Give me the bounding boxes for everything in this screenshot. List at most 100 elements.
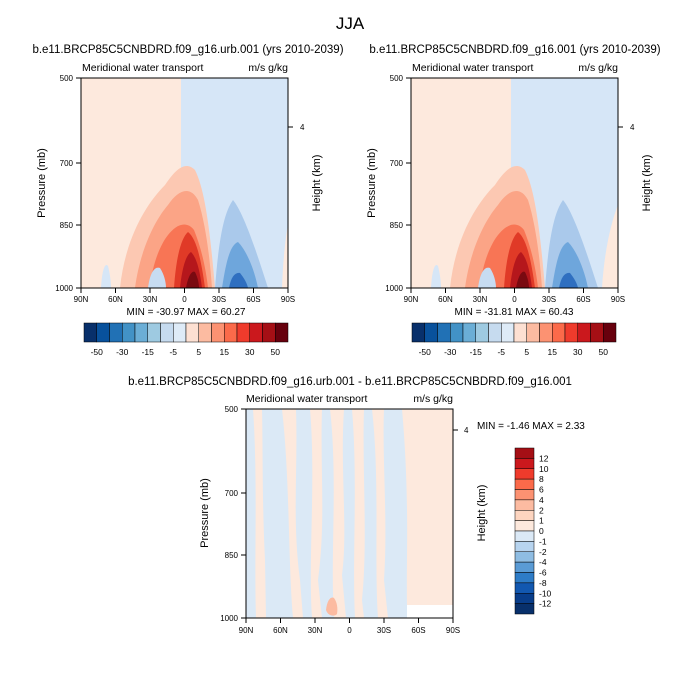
panel-ctl-xtick-label: 30S — [542, 295, 556, 304]
colorbar-ctl-swatch — [590, 322, 604, 343]
panel-ctl-field — [411, 78, 618, 288]
colorbar-diff-swatch — [514, 541, 535, 552]
panel-diff-pos-band-2 — [282, 409, 303, 618]
colorbar-urb-label: -5 — [169, 347, 177, 357]
panel-urb-title: b.e11.BRCP85C5CNBDRD.f09_g16.urb.001 (yr… — [32, 44, 343, 56]
panel-diff-pos-blob — [326, 597, 338, 616]
panel-diff-ytick-label: 500 — [225, 405, 239, 414]
panel-urb-ytick-label: 500 — [60, 74, 74, 83]
colorbar-ctl-swatch — [488, 322, 502, 343]
panel-urb-contour-neg-small — [148, 267, 166, 288]
panel-diff-pos-region-south — [402, 409, 453, 605]
colorbar-urb-label: 50 — [271, 347, 281, 357]
panel-ctl-ylabel: Pressure (mb) — [366, 148, 378, 218]
panel-ctl-contour-neg-small — [478, 267, 496, 288]
panel-ctl-title: b.e11.BRCP85C5CNBDRD.f09_g16.001 (yrs 20… — [369, 44, 660, 56]
colorbar-ctl-label: 30 — [573, 347, 583, 357]
panel-diff-left-string: Meridional water transport — [246, 393, 367, 405]
colorbar-diff-swatch — [514, 530, 535, 542]
colorbar-ctl-swatch — [462, 322, 476, 343]
panel-urb: b.e11.BRCP85C5CNBDRD.f09_g16.urb.001 (yr… — [32, 44, 343, 357]
colorbar-ctl-swatch — [577, 322, 591, 343]
panel-ctl-left-string: Meridional water transport — [412, 62, 533, 74]
colorbar-diff-swatch — [514, 478, 535, 490]
colorbar-diff-label: 10 — [539, 464, 549, 474]
colorbar-ctl-label: -30 — [444, 347, 457, 357]
colorbar-diff-swatch — [514, 520, 535, 532]
panel-urb-xtick-label: 0 — [182, 295, 187, 304]
colorbar-urb-swatch — [122, 322, 136, 343]
panel-urb-colorbar: -50 -30 -15 -5 5 15 30 50 — [83, 322, 289, 357]
panel-ctl-right-string: m/s g/kg — [578, 62, 618, 74]
panel-urb-contour-pos-edge — [282, 225, 288, 288]
colorbar-ctl-swatch — [475, 322, 489, 343]
panel-diff-xtick-label: 60N — [273, 626, 288, 635]
colorbar-diff-swatch — [514, 561, 535, 573]
panel-urb-right-string: m/s g/kg — [248, 62, 288, 74]
panel-diff-pos-band-1 — [253, 409, 266, 618]
panel-diff-xtick-label: 30S — [377, 626, 391, 635]
colorbar-ctl-swatch — [564, 322, 578, 343]
panel-urb-ytick-label: 700 — [60, 159, 74, 168]
colorbar-diff-label: 1 — [539, 516, 544, 526]
panel-diff-ytick-label: 1000 — [220, 614, 238, 623]
panel-diff-white-box — [407, 605, 453, 618]
colorbar-diff-swatch — [514, 582, 535, 594]
panel-diff-xtick-label: 0 — [347, 626, 352, 635]
panel-ctl-xtick-label: 90N — [404, 295, 419, 304]
colorbar-ctl-swatch — [513, 322, 527, 343]
colorbar-ctl-label: -5 — [497, 347, 505, 357]
panel-urb-yaxis: 500 700 850 1000 Pressure (mb) — [36, 74, 81, 293]
panel-diff-right-string: m/s g/kg — [413, 393, 453, 405]
panel-diff-xtick-label: 90S — [446, 626, 460, 635]
panel-urb-xtick-label: 90S — [281, 295, 295, 304]
panel-diff-pos-band-4 — [330, 409, 346, 618]
panel-urb-y2tick-label: 4 — [300, 123, 305, 132]
panel-ctl-y2tick-label: 4 — [630, 123, 635, 132]
colorbar-diff-swatch — [514, 572, 535, 584]
panel-ctl-colorbar: -50 -30 -15 -5 5 15 30 50 — [411, 322, 617, 357]
colorbar-urb-swatch — [96, 322, 110, 343]
colorbar-urb-label: 5 — [196, 347, 201, 357]
colorbar-ctl-swatch — [424, 322, 438, 343]
colorbar-ctl-swatch — [552, 322, 566, 343]
panel-ctl-contour-neg-small2 — [431, 264, 441, 288]
panel-ctl-y2label: Height (km) — [641, 155, 653, 212]
panel-diff-pos-band-3 — [310, 409, 323, 618]
colorbar-diff-label: 4 — [539, 495, 544, 505]
colorbar-diff-swatch — [514, 489, 535, 501]
panel-ctl-xtick-label: 30N — [473, 295, 488, 304]
colorbar-diff-swatch — [514, 510, 535, 521]
panel-urb-y2label: Height (km) — [311, 155, 323, 212]
panel-ctl-ytick-label: 700 — [390, 159, 404, 168]
panel-urb-contour-pos-6 — [186, 271, 199, 288]
panel-diff-ylabel: Pressure (mb) — [199, 478, 211, 548]
colorbar-diff-swatch — [514, 499, 535, 511]
panel-ctl-contour-pos-edge — [602, 205, 618, 288]
panel-ctl-contour-pos-6 — [516, 271, 529, 288]
panel-diff-xtick-label: 60S — [411, 626, 425, 635]
panel-urb-xtick-label: 90N — [74, 295, 89, 304]
panel-diff-minmax: MIN = -1.46 MAX = 2.33 — [477, 421, 585, 432]
panel-urb-field — [81, 78, 288, 288]
panel-urb-ylabel: Pressure (mb) — [36, 148, 48, 218]
colorbar-ctl-label: -15 — [470, 347, 483, 357]
colorbar-ctl-swatch — [526, 322, 540, 343]
colorbar-urb-swatch — [198, 322, 212, 343]
colorbar-diff-label: 0 — [539, 526, 544, 536]
panel-diff-y2label: Height (km) — [476, 485, 488, 542]
colorbar-diff-label: -2 — [539, 547, 547, 557]
colorbar-diff-label: 8 — [539, 474, 544, 484]
colorbar-diff-swatch — [514, 458, 535, 469]
colorbar-urb-swatch — [236, 322, 250, 343]
panel-diff: b.e11.BRCP85C5CNBDRD.f09_g16.urb.001 - b… — [128, 376, 585, 635]
panel-urb-minmax: MIN = -30.97 MAX = 60.27 — [127, 307, 246, 318]
colorbar-ctl-swatch — [450, 322, 464, 343]
panel-urb-ytick-label: 850 — [60, 221, 74, 230]
panel-diff-field — [246, 409, 453, 618]
colorbar-urb-swatch — [83, 322, 97, 343]
colorbar-ctl-label: 5 — [524, 347, 529, 357]
panel-ctl-y2axis: 4 Height (km) — [618, 123, 653, 211]
